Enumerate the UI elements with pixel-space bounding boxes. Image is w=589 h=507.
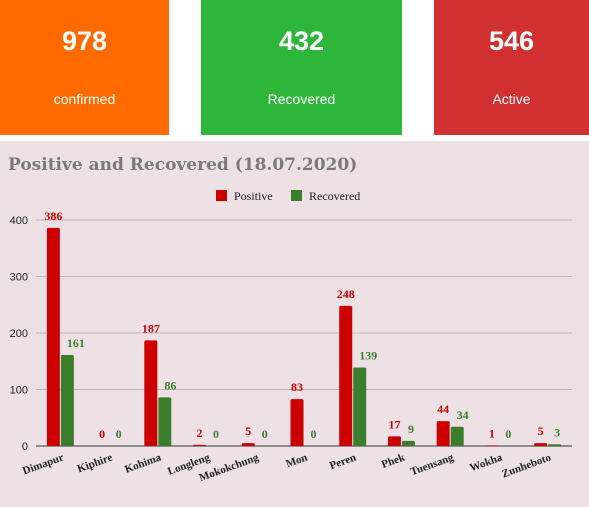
chart-legend: Positive Recovered	[216, 189, 360, 203]
recovered-card: 432 Recovered	[201, 0, 402, 135]
active-count: 546	[488, 26, 535, 56]
data-label-recovered-wokha: 0	[505, 427, 511, 441]
y-tick-label-200: 200	[10, 328, 28, 340]
data-label-recovered-zunheboto: 3	[554, 425, 560, 439]
data-label-recovered-mokokchung: 0	[262, 427, 268, 441]
data-label-positive-kiphire: 0	[99, 427, 105, 441]
y-tick-label-100: 100	[10, 385, 28, 397]
bar-recovered-tuensang	[450, 426, 464, 446]
x-tick-label-kohima: Kohima	[123, 451, 163, 475]
gridlines	[36, 219, 572, 447]
data-label-positive-dimapur: 386	[44, 209, 62, 223]
data-label-recovered-longleng: 0	[213, 427, 219, 441]
data-label-recovered-tuensang: 34	[457, 408, 469, 422]
bar-positive-zunheboto	[534, 443, 548, 446]
data-label-positive-longleng: 2	[197, 426, 203, 440]
y-tick-label-400: 400	[10, 215, 28, 227]
x-tick-label-phek: Phek	[380, 451, 407, 471]
data-label-recovered-peren: 139	[359, 348, 377, 362]
y-tick-label-300: 300	[10, 272, 28, 284]
recovered-label: Recovered	[267, 91, 336, 107]
legend-swatch-recovered	[291, 190, 302, 201]
chart-title: Positive and Recovered (18.07.2020)	[8, 155, 358, 175]
data-label-positive-mokokchung: 5	[245, 424, 251, 438]
data-label-recovered-kohima: 86	[164, 378, 176, 392]
bar-recovered-kohima	[158, 397, 172, 446]
bar-positive-peren	[339, 305, 353, 446]
active-label: Active	[492, 91, 531, 107]
x-tick-label-peren: Peren	[328, 452, 358, 473]
legend-label-positive: Positive	[234, 189, 273, 203]
x-tick-label-kiphire: Kiphire	[76, 452, 114, 476]
data-label-positive-zunheboto: 5	[538, 424, 544, 438]
x-tick-label-mon: Mon	[284, 452, 309, 471]
data-label-positive-tuensang: 44	[437, 402, 449, 416]
data-label-recovered-dimapur: 161	[67, 336, 85, 350]
legend-label-recovered: Recovered	[309, 189, 360, 203]
bar-positive-mokokchung	[241, 443, 255, 446]
chart-panel: Positive and Recovered (18.07.2020) Posi…	[0, 141, 589, 507]
bar-positive-longleng	[193, 444, 207, 446]
recovered-count: 432	[278, 26, 325, 56]
y-axis: 0 100 200 300 400	[10, 215, 28, 453]
bar-recovered-zunheboto	[548, 444, 562, 446]
confirmed-count: 978	[61, 26, 108, 56]
x-tick-label-tuensang: Tuensang	[409, 451, 456, 478]
data-label-recovered-mon: 0	[311, 427, 317, 441]
x-tick-label-dimapur: Dimapur	[21, 452, 65, 478]
bar-positive-dimapur	[46, 227, 60, 446]
active-card: 546 Active	[434, 0, 589, 135]
data-label-positive-wokha: 1	[489, 426, 495, 440]
bar-recovered-phek	[401, 440, 415, 446]
data-label-positive-mon: 83	[291, 380, 303, 394]
confirmed-label: confirmed	[53, 91, 116, 107]
bar-positive-mon	[290, 399, 304, 446]
y-tick-label-0: 0	[22, 441, 28, 453]
data-label-positive-kohima: 187	[142, 321, 160, 335]
bar-positive-kohima	[144, 340, 158, 446]
confirmed-card: 978 confirmed	[0, 0, 169, 135]
bar-recovered-dimapur	[60, 355, 74, 446]
x-tick-label-wokha: Wokha	[468, 451, 504, 474]
bar-recovered-peren	[353, 367, 367, 446]
bar-positive-tuensang	[436, 421, 450, 446]
data-label-positive-peren: 248	[337, 287, 355, 301]
data-label-positive-phek: 17	[388, 417, 400, 431]
data-label-recovered-kiphire: 0	[116, 427, 122, 441]
bar-positive-wokha	[485, 445, 499, 446]
bar-positive-phek	[387, 436, 401, 446]
legend-swatch-positive	[216, 190, 227, 201]
data-label-recovered-phek: 9	[408, 422, 414, 436]
x-tick-label-zunheboto: Zunheboto	[500, 451, 553, 480]
